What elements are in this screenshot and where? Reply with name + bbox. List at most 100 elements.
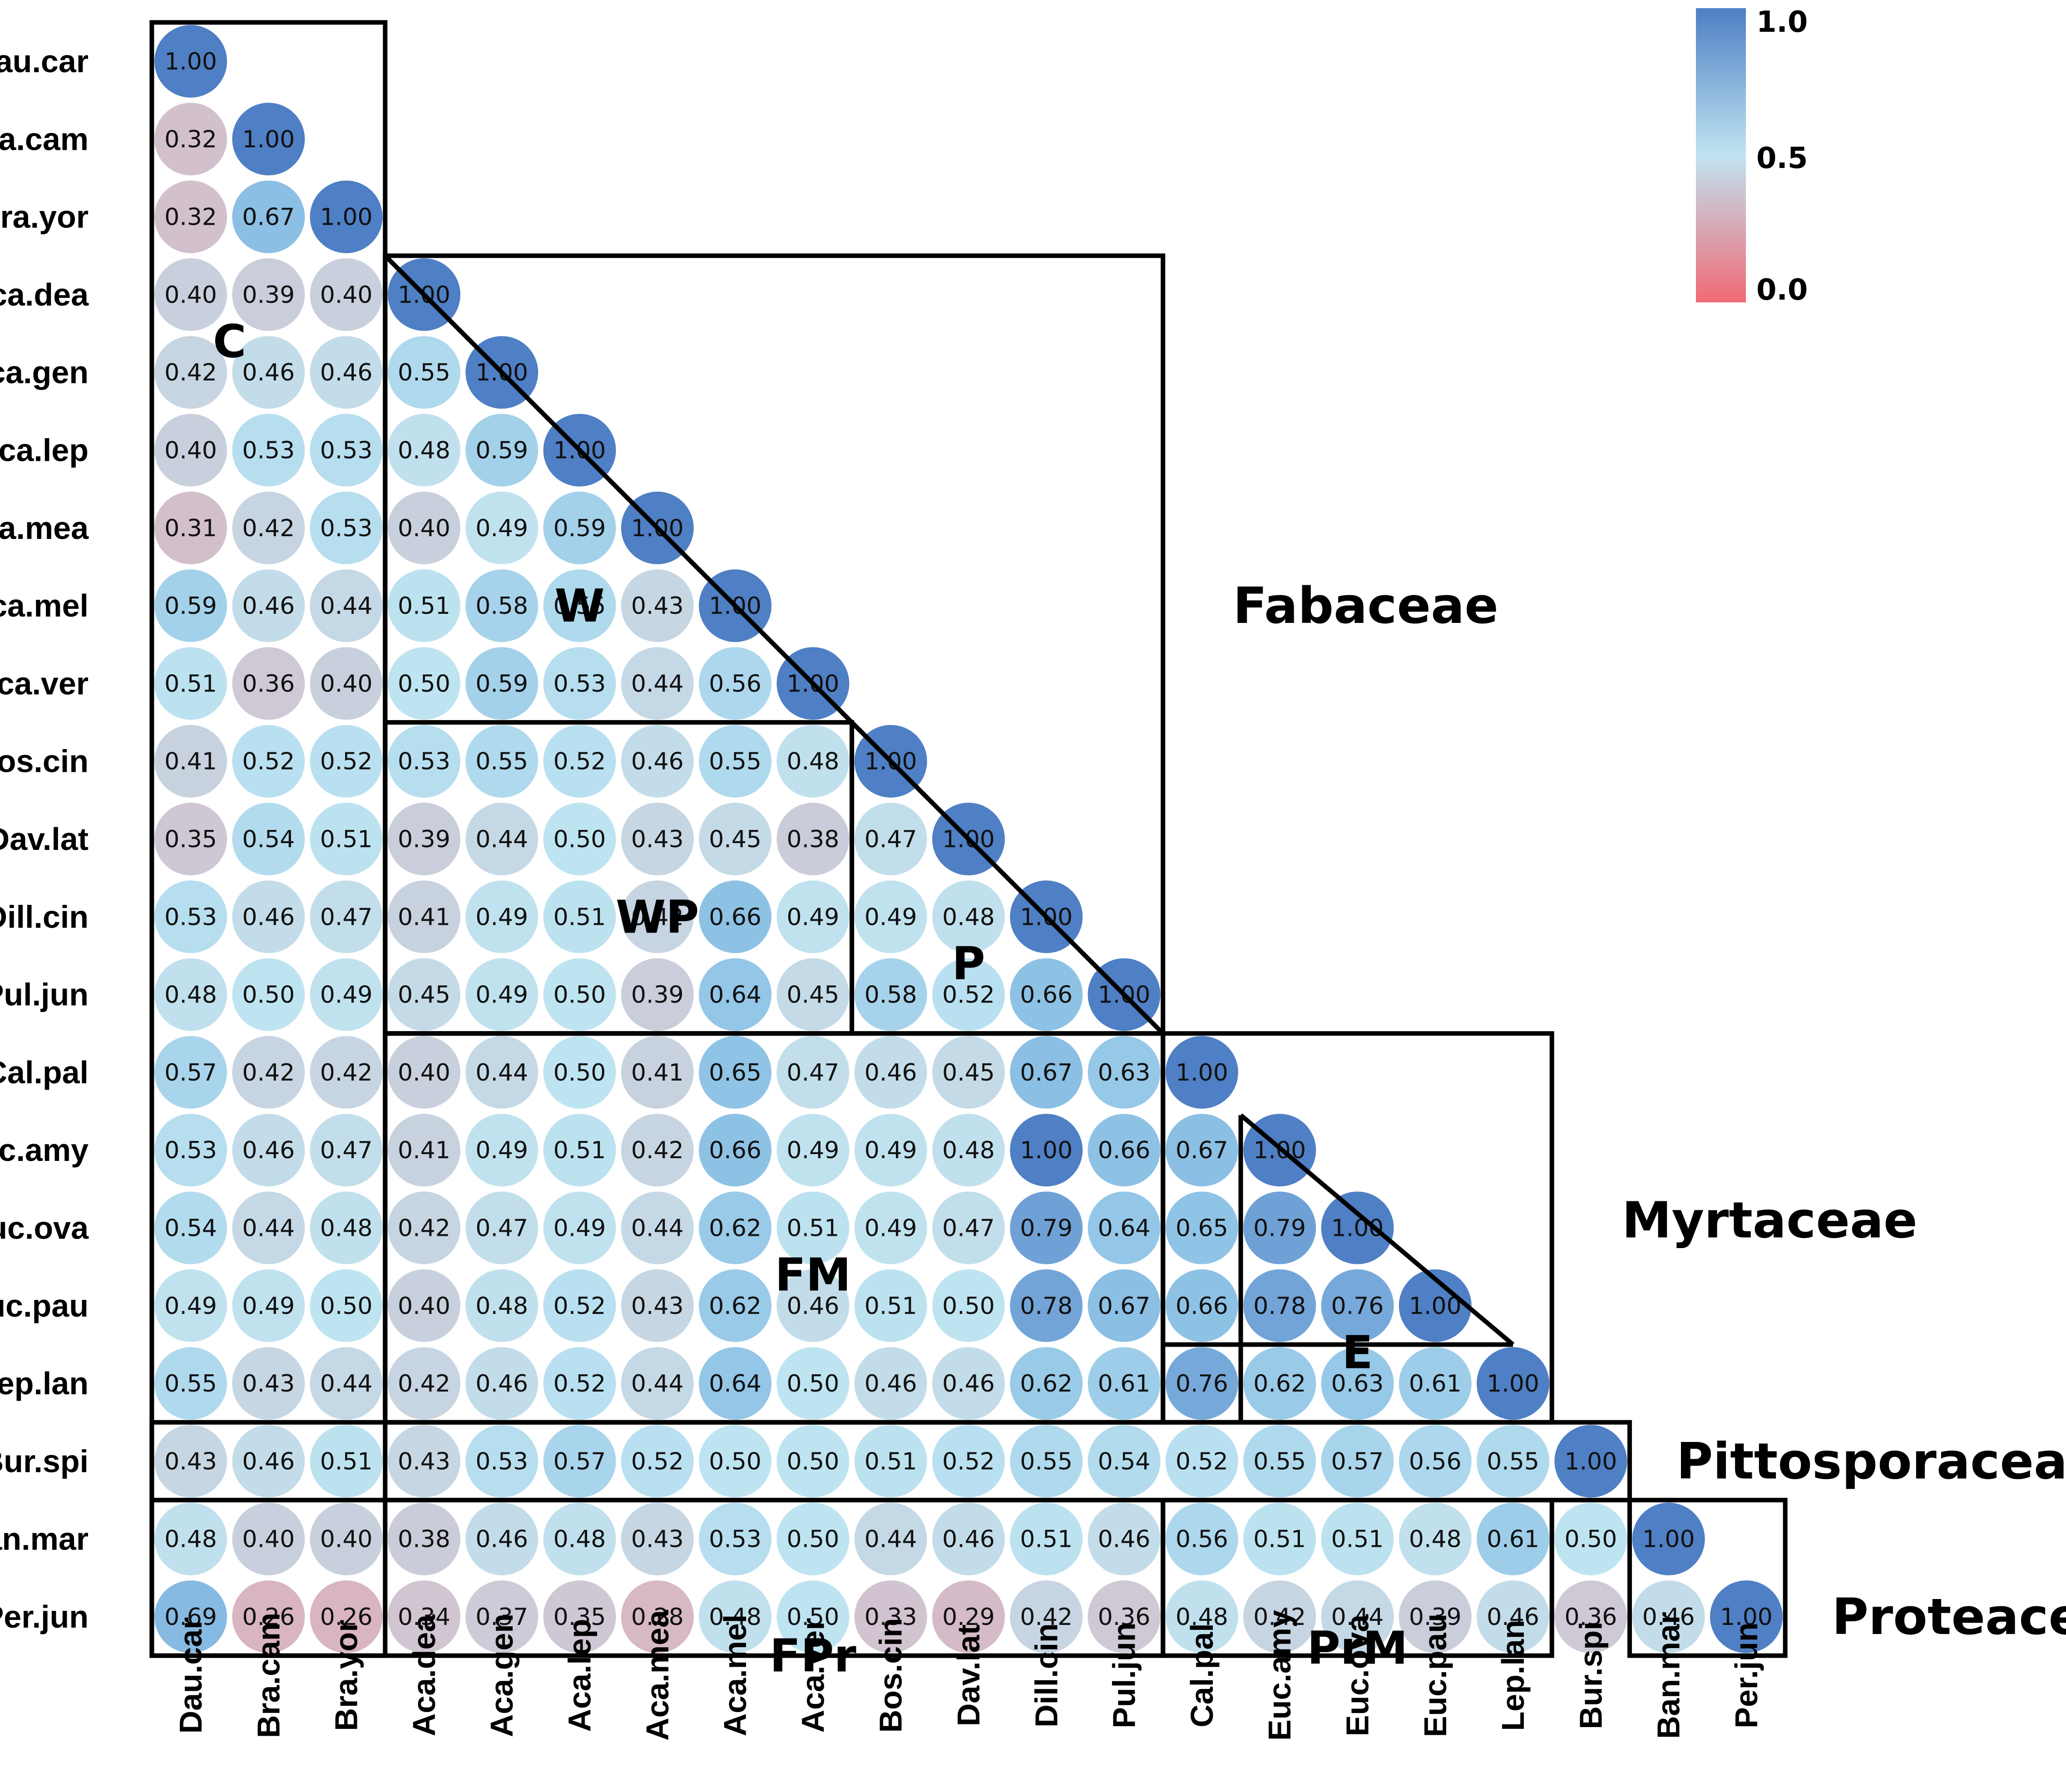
correlation-circle bbox=[1010, 958, 1083, 1031]
correlation-value: 0.51 bbox=[554, 1137, 606, 1164]
correlation-circle bbox=[1243, 1347, 1316, 1420]
matrix-cell: 0.40 bbox=[387, 491, 460, 564]
colorbar-tick-label: 0.0 bbox=[1756, 273, 1808, 307]
correlation-value: 0.51 bbox=[865, 1293, 917, 1320]
correlation-circle bbox=[387, 1580, 460, 1653]
correlation-value: 0.55 bbox=[1253, 1448, 1306, 1475]
matrix-cell: 0.40 bbox=[310, 1502, 383, 1575]
matrix-cell: 0.47 bbox=[776, 1036, 850, 1109]
matrix-cell: 0.42 bbox=[621, 1114, 694, 1187]
correlation-circle bbox=[543, 647, 616, 720]
matrix-cell: 0.51 bbox=[854, 1425, 927, 1498]
correlation-circle bbox=[699, 1347, 772, 1420]
correlation-circle bbox=[776, 1191, 850, 1264]
correlation-value: 0.40 bbox=[398, 515, 450, 542]
correlation-value: 0.44 bbox=[475, 826, 528, 853]
matrix-cell: 0.50 bbox=[543, 958, 616, 1031]
correlation-circle bbox=[387, 958, 460, 1031]
correlation-circle bbox=[543, 1580, 616, 1653]
matrix-cell: 0.64 bbox=[1087, 1191, 1161, 1264]
matrix-cell: 0.43 bbox=[621, 569, 694, 642]
matrix-cell: 0.42 bbox=[310, 1036, 383, 1109]
correlation-value: 1.00 bbox=[1487, 1370, 1539, 1397]
matrix-cell: 0.48 bbox=[387, 414, 460, 487]
matrix-cell: 0.51 bbox=[154, 647, 227, 720]
correlation-value: 0.49 bbox=[787, 903, 840, 931]
correlation-value: 0.51 bbox=[554, 903, 606, 931]
correlation-circle bbox=[465, 569, 539, 642]
matrix-cell: 0.51 bbox=[776, 1191, 850, 1264]
matrix-cell: 0.49 bbox=[854, 880, 927, 953]
correlation-value: 0.79 bbox=[1253, 1215, 1306, 1242]
correlation-value: 0.46 bbox=[242, 359, 295, 386]
correlation-circle bbox=[1165, 1114, 1238, 1187]
matrix-cell: 0.67 bbox=[1087, 1269, 1161, 1342]
correlation-circle bbox=[776, 958, 850, 1031]
correlation-value: 0.42 bbox=[320, 1059, 373, 1086]
matrix-cell: 0.26 bbox=[232, 1580, 305, 1653]
correlation-value: 0.66 bbox=[709, 1137, 761, 1164]
matrix-cell: 0.42 bbox=[232, 491, 305, 564]
matrix-cell: 0.41 bbox=[387, 880, 460, 953]
matrix-cell: 0.52 bbox=[932, 1425, 1005, 1498]
correlation-value: 0.63 bbox=[1331, 1370, 1384, 1397]
correlation-circle bbox=[154, 1580, 227, 1653]
correlation-circle bbox=[776, 880, 850, 953]
matrix-cell: 0.46 bbox=[854, 1347, 927, 1420]
correlation-circle bbox=[543, 1425, 616, 1498]
correlation-value: 0.49 bbox=[320, 982, 373, 1009]
row-label: Bra.yor bbox=[0, 199, 89, 235]
correlation-value: 0.49 bbox=[475, 982, 528, 1009]
matrix-cell: 0.64 bbox=[699, 958, 772, 1031]
matrix-cell: 0.42 bbox=[387, 1191, 460, 1264]
matrix-cell: 0.40 bbox=[310, 647, 383, 720]
colorbar-gradient bbox=[1696, 8, 1746, 302]
matrix-cell: 0.53 bbox=[154, 880, 227, 953]
correlation-circle bbox=[776, 1425, 850, 1498]
matrix-cell: 0.46 bbox=[465, 1502, 539, 1575]
correlation-value: 0.52 bbox=[554, 1293, 606, 1320]
correlation-value: 0.43 bbox=[164, 1448, 217, 1475]
column-label: Aca.mel bbox=[717, 1614, 753, 1736]
correlation-circle bbox=[1632, 1502, 1705, 1575]
correlation-circle bbox=[232, 725, 305, 798]
matrix-cell: 0.59 bbox=[465, 647, 539, 720]
correlation-circle bbox=[232, 569, 305, 642]
correlation-value: 0.69 bbox=[164, 1604, 217, 1631]
matrix-cell: 0.54 bbox=[232, 803, 305, 875]
correlation-circle bbox=[232, 1269, 305, 1342]
correlation-circle bbox=[699, 1269, 772, 1342]
correlation-circle bbox=[154, 414, 227, 487]
correlation-circle bbox=[1477, 1580, 1550, 1653]
proteaceae-box bbox=[1627, 1498, 1788, 1658]
correlation-circle bbox=[776, 1269, 850, 1342]
correlation-value: 0.55 bbox=[554, 592, 606, 620]
correlation-value: 0.42 bbox=[1253, 1604, 1306, 1631]
matrix-cell: 0.52 bbox=[232, 725, 305, 798]
correlation-circle bbox=[621, 958, 694, 1031]
correlation-circle bbox=[154, 1269, 227, 1342]
correlation-circle bbox=[1399, 1580, 1472, 1653]
correlation-value: 0.46 bbox=[1487, 1604, 1539, 1631]
correlation-value: 0.45 bbox=[709, 826, 761, 853]
matrix-cell: 0.48 bbox=[154, 958, 227, 1031]
matrix-cell: 0.67 bbox=[1165, 1114, 1238, 1187]
correlation-circle bbox=[1010, 1191, 1083, 1264]
correlation-value: 0.46 bbox=[475, 1370, 528, 1397]
row-label-layer: Dau.car Bra.cam Bra.yor Aca.dea Aca.gen Aca.l… bbox=[0, 44, 89, 1634]
matrix-cell: 0.42 bbox=[387, 1347, 460, 1420]
correlation-circle bbox=[387, 1347, 460, 1420]
correlation-circle bbox=[1087, 1036, 1161, 1109]
correlation-value: 0.59 bbox=[554, 515, 606, 542]
correlation-circle bbox=[776, 1036, 850, 1109]
correlation-circle bbox=[621, 647, 694, 720]
matrix-cell: 0.45 bbox=[387, 958, 460, 1031]
matrix-cell: 0.66 bbox=[1010, 958, 1083, 1031]
correlation-value: 0.46 bbox=[942, 1370, 995, 1397]
correlation-circle bbox=[310, 958, 383, 1031]
matrix-cell: 1.00 bbox=[1632, 1502, 1705, 1575]
matrix-cell: 0.37 bbox=[465, 1580, 539, 1653]
column-label-layer: Dau.car Bra.cam Bra.yor Aca.dea Aca.gen Aca.l… bbox=[173, 1609, 1764, 1741]
correlation-value: 0.49 bbox=[475, 515, 528, 542]
column-label: Euc.pau bbox=[1418, 1614, 1453, 1737]
